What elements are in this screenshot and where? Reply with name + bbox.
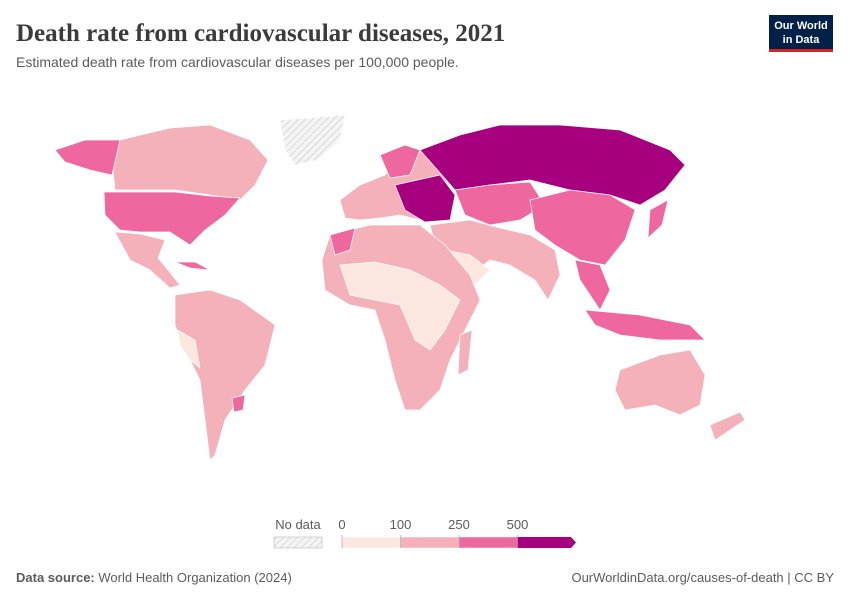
source: Data source: World Health Organization (… [16,570,292,585]
legend-tick-label: 0 [338,517,345,532]
world-map [54,114,746,461]
legend-bin [458,536,518,549]
legend-tick-label: 500 [507,517,529,532]
region[interactable] [394,174,456,223]
region[interactable] [174,261,211,271]
logo-text: in Data [783,34,821,46]
legend-tick-label: 250 [448,517,470,532]
legend-tick-label: 100 [390,517,412,532]
logo[interactable]: Our World in Data [769,15,833,52]
region[interactable] [614,349,706,416]
source-link[interactable]: OurWorldinData.org/causes-of-death | CC … [571,570,834,585]
region[interactable] [103,191,241,246]
region[interactable] [419,124,686,206]
region[interactable] [584,309,706,341]
region[interactable] [279,114,346,166]
source-label: Data source: [16,570,95,585]
legend-no-data-swatch [273,536,323,549]
region[interactable] [174,289,276,461]
legend-bin [517,537,576,548]
region[interactable] [574,259,611,311]
legend-bin [341,536,401,549]
region[interactable] [177,329,201,369]
legend-bin [400,536,460,549]
region[interactable] [339,261,461,351]
region[interactable] [114,231,181,289]
region[interactable] [231,394,246,413]
source-text: World Health Organization (2024) [98,570,291,585]
logo-text: Our World [774,20,828,32]
region[interactable] [457,329,473,376]
logo-underline [769,49,833,52]
region[interactable] [329,227,356,256]
legend-no-data-label: No data [275,517,321,532]
legend: No data 0 100 250 500 [273,517,576,549]
subtitle: Estimated death rate from cardiovascular… [16,54,459,70]
region[interactable] [529,189,636,266]
logo-box[interactable] [769,15,833,51]
title: Death rate from cardiovascular diseases,… [16,20,505,47]
region[interactable] [111,124,269,201]
region[interactable] [379,144,421,179]
region[interactable] [709,411,746,441]
region[interactable] [647,199,669,239]
region[interactable] [54,139,121,176]
